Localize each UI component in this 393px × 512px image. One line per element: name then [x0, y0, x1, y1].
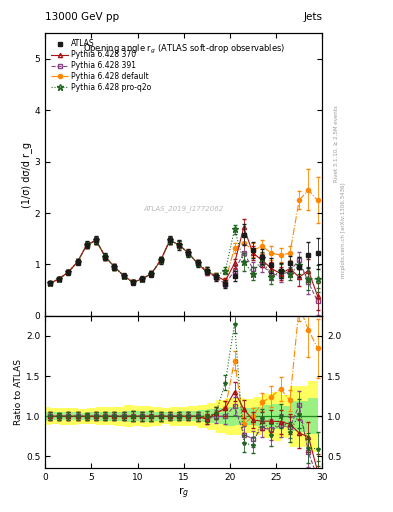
- Bar: [179, 412, 188, 421]
- X-axis label: r$_g$: r$_g$: [178, 485, 189, 501]
- Bar: [96, 412, 105, 421]
- Bar: [114, 412, 124, 421]
- Text: ATLAS_2019_I1772062: ATLAS_2019_I1772062: [143, 205, 224, 212]
- Bar: [225, 407, 235, 425]
- Bar: [40, 407, 50, 425]
- Y-axis label: (1/σ) dσ/d r_g: (1/σ) dσ/d r_g: [21, 141, 32, 207]
- Bar: [262, 405, 272, 428]
- Bar: [309, 398, 318, 434]
- Bar: [50, 408, 59, 424]
- Bar: [151, 412, 161, 421]
- Bar: [124, 411, 133, 422]
- Bar: [179, 407, 188, 425]
- Bar: [40, 412, 50, 421]
- Bar: [170, 412, 179, 421]
- Bar: [216, 408, 225, 424]
- Bar: [299, 401, 309, 432]
- Bar: [87, 412, 96, 420]
- Bar: [198, 411, 207, 422]
- Bar: [235, 398, 244, 435]
- Bar: [225, 398, 235, 435]
- Bar: [170, 407, 179, 425]
- Bar: [262, 394, 272, 438]
- Bar: [281, 406, 290, 427]
- Bar: [105, 407, 114, 425]
- Bar: [244, 399, 253, 433]
- Bar: [198, 404, 207, 428]
- Text: Opening angle r$_g$ (ATLAS soft-drop observables): Opening angle r$_g$ (ATLAS soft-drop obs…: [83, 43, 285, 56]
- Bar: [290, 401, 299, 432]
- Bar: [96, 408, 105, 425]
- Text: mcplots.cern.ch [arXiv:1306.3436]: mcplots.cern.ch [arXiv:1306.3436]: [342, 183, 346, 278]
- Bar: [299, 386, 309, 447]
- Bar: [281, 395, 290, 438]
- Bar: [59, 408, 68, 425]
- Bar: [87, 409, 96, 424]
- Y-axis label: Ratio to ATLAS: Ratio to ATLAS: [14, 359, 23, 425]
- Bar: [235, 407, 244, 425]
- Bar: [68, 408, 77, 424]
- Bar: [161, 409, 170, 424]
- Text: 13000 GeV pp: 13000 GeV pp: [45, 11, 119, 22]
- Bar: [133, 406, 142, 426]
- Bar: [133, 411, 142, 421]
- Bar: [161, 412, 170, 420]
- Bar: [216, 400, 225, 433]
- Bar: [124, 405, 133, 428]
- Bar: [244, 408, 253, 425]
- Bar: [50, 412, 59, 420]
- Bar: [77, 409, 87, 423]
- Bar: [309, 380, 318, 452]
- Bar: [253, 407, 262, 425]
- Bar: [68, 412, 77, 420]
- Bar: [207, 410, 216, 423]
- Bar: [142, 411, 151, 421]
- Bar: [105, 412, 114, 421]
- Bar: [142, 406, 151, 427]
- Bar: [188, 407, 198, 426]
- Bar: [77, 413, 87, 420]
- Bar: [114, 407, 124, 425]
- Bar: [151, 407, 161, 425]
- Bar: [188, 411, 198, 421]
- Bar: [59, 412, 68, 420]
- Bar: [253, 397, 262, 435]
- Text: Rivet 3.1.10, ≥ 2.5M events: Rivet 3.1.10, ≥ 2.5M events: [334, 105, 338, 182]
- Bar: [272, 404, 281, 429]
- Bar: [290, 386, 299, 446]
- Text: Jets: Jets: [303, 11, 322, 22]
- Bar: [207, 403, 216, 430]
- Legend: ATLAS, Pythia 6.428 370, Pythia 6.428 391, Pythia 6.428 default, Pythia 6.428 pr: ATLAS, Pythia 6.428 370, Pythia 6.428 39…: [49, 37, 154, 94]
- Bar: [272, 392, 281, 441]
